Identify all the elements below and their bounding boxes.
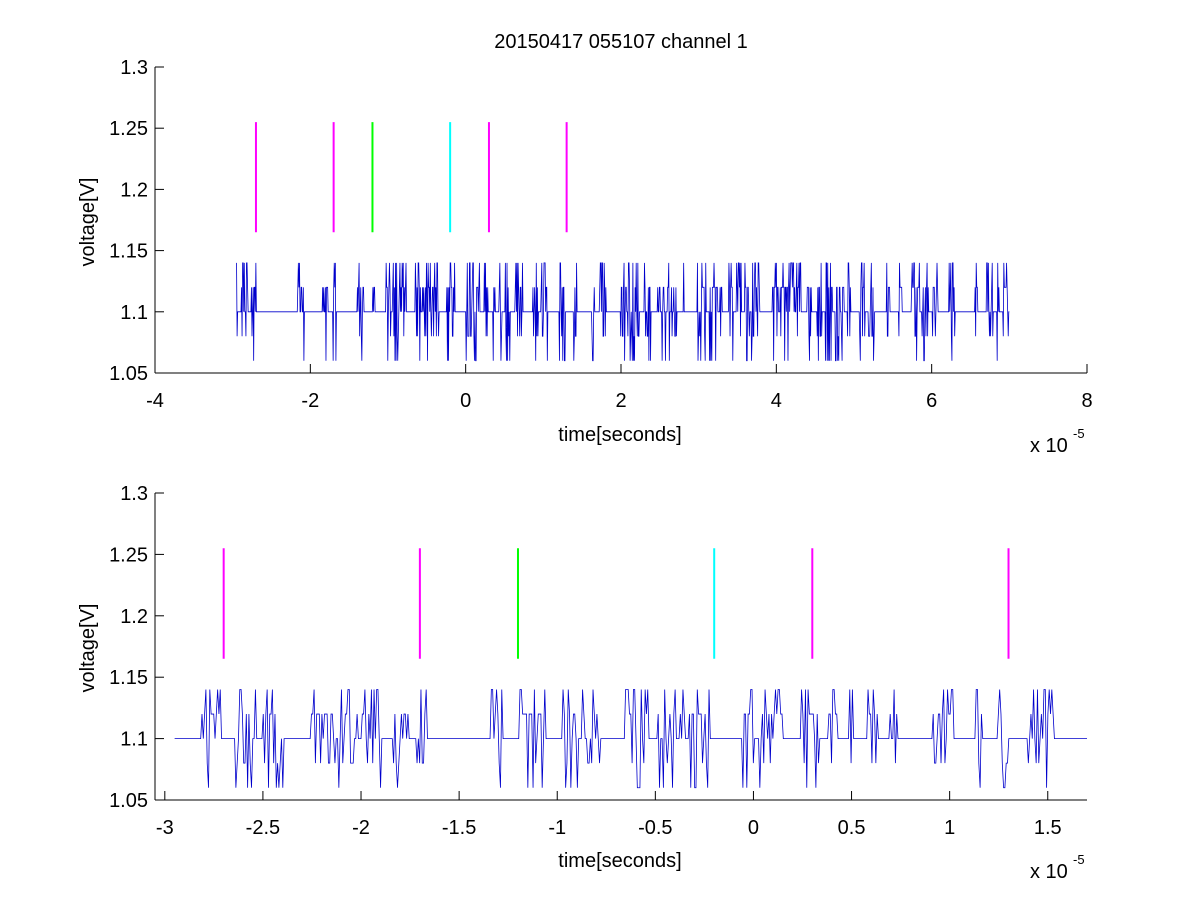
top-x-axis-label: time[seconds] [558,424,681,446]
chart-title: 20150417 055107 channel 1 [494,31,748,53]
y-tick-label: 1.3 [120,57,148,79]
bottom-markers [222,548,1010,659]
x-tick-label: 0 [748,817,759,839]
x-tick-label: 0 [460,390,471,412]
bottom-y-axis-label: voltage[V] [77,604,99,693]
y-tick-label: 1.2 [120,179,148,201]
x-tick-label: -2 [352,817,370,839]
bottom-tick-labels: 1.05 1.1 1.15 1.2 1.25 1.3 -3 -2.5 -2 -1.5 -1 -0.5 0… [109,483,1062,839]
top-x-multiplier-exponent: -5 [1073,426,1085,441]
x-tick-label: 2 [615,390,626,412]
bottom-axes [154,492,1087,801]
x-tick-label: 6 [926,390,937,412]
x-tick-label: 1 [944,817,955,839]
top-chart: 20150417 055107 channel 1 1.05 1.1 1.15 1.2… [77,31,1093,457]
top-axes [154,66,1088,374]
y-tick-label: 1.05 [109,790,148,812]
y-tick-label: 1.1 [120,729,148,751]
x-tick-label: -1.5 [442,817,476,839]
bottom-x-axis-label: time[seconds] [558,850,681,872]
x-tick-label: 4 [771,390,782,412]
x-tick-label: -2 [301,390,319,412]
y-tick-label: 1.05 [109,363,148,385]
x-tick-label: -1 [548,817,566,839]
voltage-trace-line [236,262,1010,362]
x-tick-label: 1.5 [1034,817,1062,839]
y-tick-label: 1.25 [109,544,148,566]
y-tick-label: 1.15 [109,241,148,263]
top-tick-labels: 1.05 1.1 1.15 1.2 1.25 1.3 -4 -2 0 2 4 6 8 [109,57,1093,412]
x-tick-label: -3 [156,817,174,839]
y-tick-label: 1.3 [120,483,148,505]
bottom-chart: 1.05 1.1 1.15 1.2 1.25 1.3 -3 -2.5 -2 -1.5 -1 -0.5 0… [77,483,1087,883]
x-tick-label: 8 [1081,390,1092,412]
top-x-multiplier: x 10 [1030,435,1068,457]
x-tick-label: -4 [146,390,164,412]
x-tick-label: -2.5 [246,817,280,839]
y-tick-label: 1.1 [120,302,148,324]
bottom-voltage-trace [174,689,1087,789]
y-tick-label: 1.15 [109,667,148,689]
voltage-trace-line [174,689,1087,789]
top-voltage-trace [236,262,1010,362]
top-y-axis-label: voltage[V] [77,178,99,267]
bottom-x-multiplier: x 10 [1030,861,1068,883]
x-tick-label: -0.5 [638,817,672,839]
bottom-x-multiplier-exponent: -5 [1073,852,1085,867]
x-tick-label: 0.5 [838,817,866,839]
top-markers [254,122,568,233]
y-tick-label: 1.25 [109,118,148,140]
y-tick-label: 1.2 [120,606,148,628]
